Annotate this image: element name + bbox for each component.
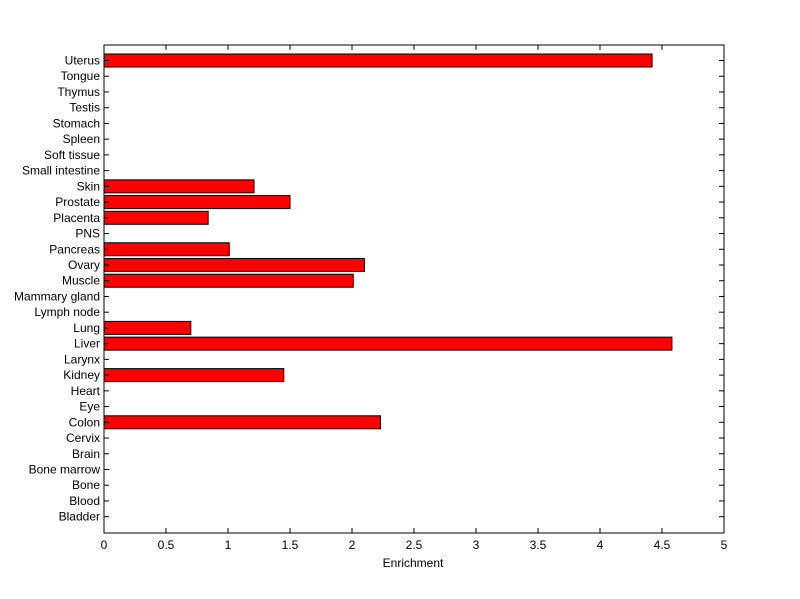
x-tick-label: 0.5 xyxy=(158,538,175,552)
y-tick-label-spleen: Spleen xyxy=(63,132,100,146)
y-tick-label-placenta: Placenta xyxy=(53,211,100,225)
bar-placenta xyxy=(103,210,209,225)
y-tick-label-heart: Heart xyxy=(71,384,101,398)
plot-area xyxy=(104,45,724,533)
bar-liver xyxy=(103,336,673,351)
y-tick-label-thymus: Thymus xyxy=(57,85,100,99)
bar-pancreas xyxy=(103,242,230,257)
y-tick-label-mammary-gland: Mammary gland xyxy=(14,289,100,303)
y-tick-label-prostate: Prostate xyxy=(55,195,100,209)
y-tick-label-testis: Testis xyxy=(69,101,100,115)
y-tick-label-tongue: Tongue xyxy=(61,69,101,83)
y-tick-label-kidney: Kidney xyxy=(63,368,100,382)
x-tick-label: 2.5 xyxy=(406,538,423,552)
bar-muscle xyxy=(103,273,354,288)
bar-colon xyxy=(103,415,382,430)
y-tick-label-pns: PNS xyxy=(75,227,100,241)
x-tick-label: 5 xyxy=(721,538,728,552)
y-tick-label-ovary: Ovary xyxy=(68,258,100,272)
x-tick-label: 4.5 xyxy=(654,538,671,552)
x-tick-label: 1.5 xyxy=(282,538,299,552)
y-tick-label-bladder: Bladder xyxy=(59,510,100,524)
y-tick-label-pancreas: Pancreas xyxy=(49,242,100,256)
x-tick-label: 3.5 xyxy=(530,538,547,552)
y-tick-label-uterus: Uterus xyxy=(65,54,100,68)
x-axis-title: Enrichment xyxy=(383,556,444,570)
x-tick-label: 1 xyxy=(225,538,232,552)
y-tick-label-larynx: Larynx xyxy=(64,352,100,366)
y-tick-label-small-intestine: Small intestine xyxy=(22,164,100,178)
y-tick-label-stomach: Stomach xyxy=(53,116,100,130)
y-tick-label-muscle: Muscle xyxy=(62,274,100,288)
x-tick-label: 0 xyxy=(101,538,108,552)
x-tick-labels: 0 0.5 1 1.5 2 2.5 3 3.5 4 4.5 5 xyxy=(101,538,728,552)
bar-uterus xyxy=(103,53,653,68)
y-tick-label-lymph-node: Lymph node xyxy=(34,305,100,319)
y-tick-label-blood: Blood xyxy=(69,494,100,508)
bar-lung xyxy=(103,320,192,335)
bar-ovary xyxy=(103,257,365,272)
y-tick-label-brain: Brain xyxy=(72,447,100,461)
y-tick-label-eye: Eye xyxy=(79,400,100,414)
y-tick-label-colon: Colon xyxy=(69,415,100,429)
y-tick-label-soft-tissue: Soft tissue xyxy=(44,148,100,162)
y-tick-label-cervix: Cervix xyxy=(66,431,100,445)
x-tick-label: 2 xyxy=(349,538,356,552)
bar-prostate xyxy=(103,195,291,210)
bar-kidney xyxy=(103,368,285,383)
bar-skin xyxy=(103,179,255,194)
x-tick-label: 4 xyxy=(597,538,604,552)
x-tick-label: 3 xyxy=(473,538,480,552)
axes-frame xyxy=(103,44,725,534)
y-tick-label-liver: Liver xyxy=(74,337,100,351)
y-tick-label-bone-marrow: Bone marrow xyxy=(29,462,101,476)
y-tick-label-bone: Bone xyxy=(72,478,100,492)
y-tick-label-lung: Lung xyxy=(73,321,100,335)
y-tick-label-skin: Skin xyxy=(77,179,100,193)
